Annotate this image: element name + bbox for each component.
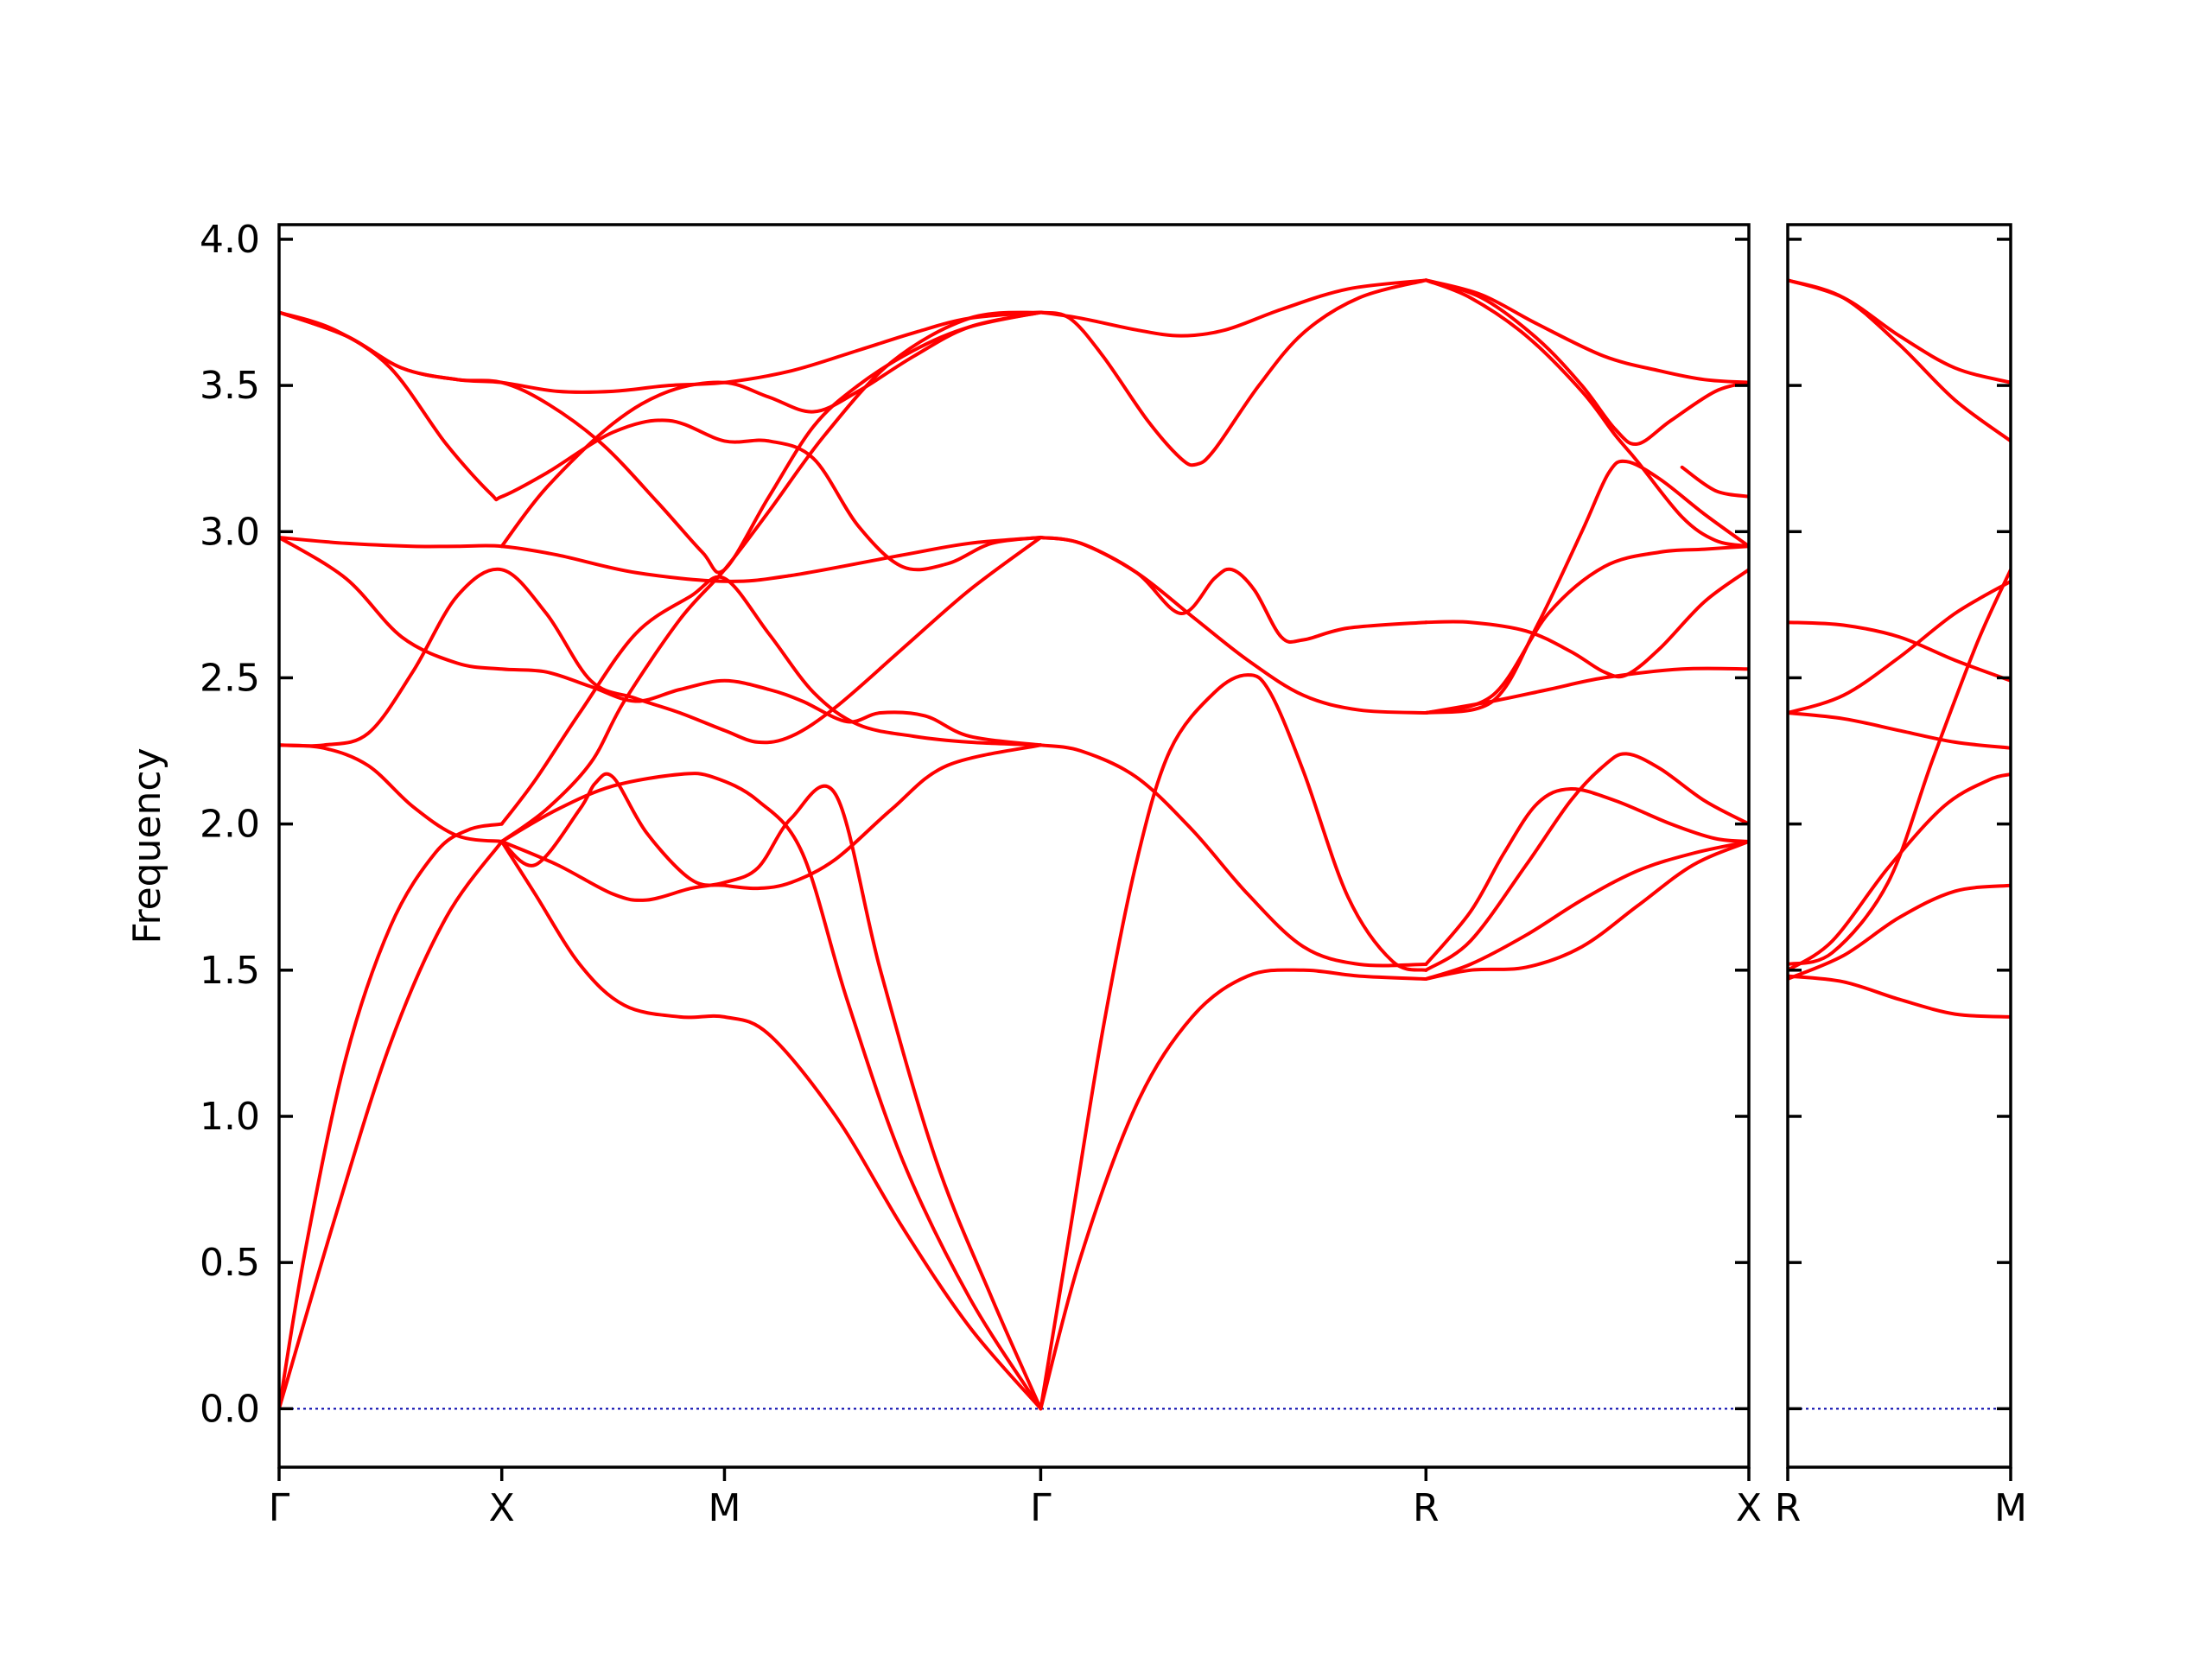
band-line bbox=[279, 743, 504, 843]
band-line bbox=[1424, 568, 1749, 679]
x-tick-label: R bbox=[1413, 1486, 1440, 1530]
x-tick-label: R bbox=[1775, 1486, 1802, 1530]
band-line bbox=[1788, 883, 2011, 981]
main-panel-plot-area bbox=[279, 278, 1749, 1411]
band-line bbox=[499, 743, 1043, 891]
band-line bbox=[279, 310, 1043, 394]
x-tick-label: M bbox=[1994, 1486, 2027, 1530]
band-line bbox=[1788, 568, 2011, 966]
band-line bbox=[1788, 579, 2011, 715]
band-line bbox=[1788, 772, 2011, 972]
y-tick-label: 3.0 bbox=[200, 510, 260, 554]
y-tick-label: 1.5 bbox=[200, 949, 260, 993]
band-line bbox=[279, 536, 1043, 748]
band-line bbox=[499, 575, 1043, 826]
band-line bbox=[1788, 974, 2011, 1019]
band-line bbox=[1788, 620, 2011, 683]
band-line bbox=[1424, 278, 1749, 549]
y-tick-label: 1.0 bbox=[200, 1095, 260, 1139]
x-tick-label: Γ bbox=[1030, 1486, 1052, 1530]
x-tick-label: M bbox=[708, 1486, 741, 1530]
y-tick-label: 0.5 bbox=[200, 1241, 260, 1285]
band-line bbox=[279, 822, 504, 1411]
band-line bbox=[1788, 278, 2011, 385]
band-line bbox=[279, 536, 1043, 747]
side-panel-frame bbox=[1786, 223, 2012, 1469]
band-line bbox=[1680, 465, 1749, 499]
y-axis-title: Frequency bbox=[125, 747, 169, 944]
band-line bbox=[1424, 544, 1749, 715]
band-line bbox=[279, 310, 1043, 575]
band-line bbox=[1039, 278, 1428, 467]
band-line bbox=[1424, 459, 1749, 715]
band-line bbox=[279, 310, 1043, 572]
y-tick-label: 2.5 bbox=[200, 656, 260, 700]
x-tick-label: Γ bbox=[269, 1486, 290, 1530]
band-line bbox=[279, 536, 1043, 583]
x-tick-label: X bbox=[489, 1486, 515, 1530]
band-line bbox=[1039, 968, 1428, 1411]
band-line bbox=[1424, 278, 1749, 447]
band-line bbox=[279, 839, 504, 1411]
band-line bbox=[1424, 278, 1749, 385]
y-tick-label: 4.0 bbox=[200, 218, 260, 262]
band-line bbox=[1039, 536, 1428, 645]
y-tick-label: 0.0 bbox=[200, 1387, 260, 1431]
band-line bbox=[1424, 786, 1749, 966]
band-line bbox=[1424, 839, 1749, 981]
band-line bbox=[1039, 743, 1428, 968]
band-line bbox=[499, 784, 1043, 1411]
x-tick-label: X bbox=[1736, 1486, 1762, 1530]
band-line bbox=[1039, 673, 1428, 1411]
band-line bbox=[1424, 839, 1749, 981]
band-line bbox=[1788, 278, 2011, 443]
side-panel-plot-area bbox=[1788, 278, 2011, 1410]
y-tick-label: 2.0 bbox=[200, 803, 260, 847]
main-panel: 0.0 0.5 1.0 1.5 2.0 2.5 3.0 3.5 4.0 Γ X M Γ R X bbox=[200, 218, 1762, 1530]
band-line bbox=[1424, 752, 1749, 972]
main-panel-frame bbox=[277, 223, 1751, 1469]
band-line bbox=[499, 772, 1043, 1411]
band-line bbox=[1039, 278, 1428, 338]
band-line bbox=[1424, 666, 1749, 715]
y-tick-label: 3.5 bbox=[200, 364, 260, 408]
band-line bbox=[1788, 711, 2011, 750]
band-line bbox=[499, 839, 1043, 1411]
band-line bbox=[499, 310, 1043, 549]
